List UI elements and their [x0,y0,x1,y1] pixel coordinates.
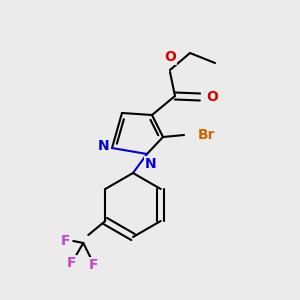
Text: F: F [88,258,98,272]
Text: Br: Br [198,128,215,142]
Text: N: N [98,139,110,153]
Text: N: N [145,157,157,171]
Text: F: F [67,256,76,270]
Text: O: O [164,50,176,64]
Text: O: O [206,90,218,104]
Text: F: F [61,234,70,248]
